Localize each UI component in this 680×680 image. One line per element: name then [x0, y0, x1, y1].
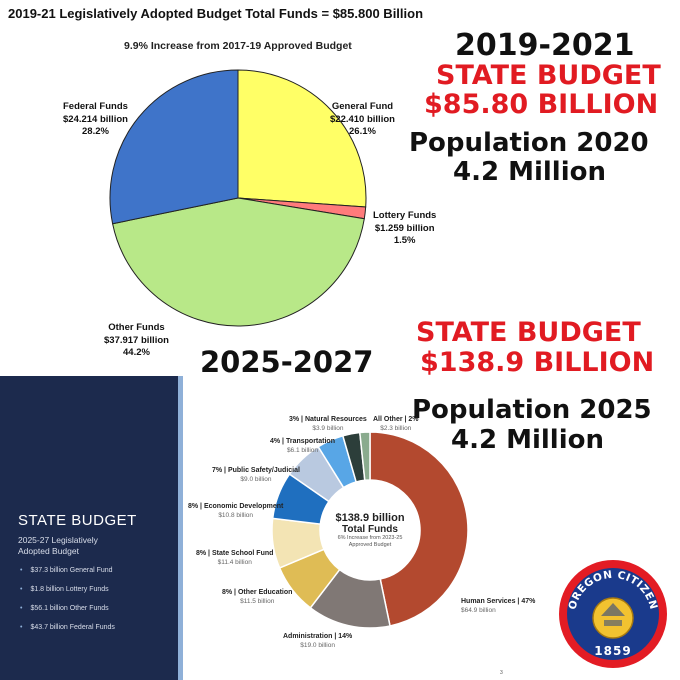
- logo-seal-mountain-icon: [601, 603, 625, 616]
- pie-label-federal-percent: 28.2%: [82, 126, 109, 137]
- donut-label-administration: Administration | 14% $19.0 billion: [283, 633, 353, 649]
- pie-slice-other-funds: [112, 197, 365, 327]
- logo-seal-icon: [592, 597, 634, 639]
- donut-chart-2025: [271, 431, 469, 629]
- donut-label-state-school-fund: 8% | State School Fund $11.4 billion: [196, 550, 274, 566]
- donut-label-transportation: 4% | Transportation $6.1 billion: [270, 438, 335, 454]
- donut-center: $138.9 billion Total Funds 6% Increase f…: [320, 512, 420, 549]
- slide-bullet-other-funds: • $56.1 billion Other Funds: [20, 605, 109, 612]
- headline-2025-population-value: 4.2 Million: [451, 425, 605, 455]
- pie-label-other-percent: 44.2%: [123, 347, 150, 358]
- pie-label-federal-funds: Federal Funds $24.214 billion 28.2%: [63, 101, 128, 139]
- headline-2019-amount: $85.80 BILLION: [424, 89, 659, 120]
- pie-label-federal-name: Federal Funds: [63, 101, 128, 112]
- logo-year: 1859: [594, 644, 631, 658]
- donut-center-label: Total Funds: [342, 524, 398, 535]
- slide-subtitle-line2: Adopted Budget: [18, 546, 79, 556]
- headline-2019-population-label: Population 2020: [409, 128, 649, 158]
- pie-label-federal-value: $24.214 billion: [63, 113, 128, 125]
- headline-2025-amount: $138.9 BILLION: [420, 347, 655, 378]
- slide-bullet-federal-funds: • $43.7 billion Federal Funds: [20, 624, 115, 631]
- donut-center-note-1: 6% Increase from 2023-25: [337, 535, 403, 541]
- headline-2019-budget-label: STATE BUDGET: [436, 60, 661, 91]
- slide-bullet-lottery-funds: • $1.8 billion Lottery Funds: [20, 586, 109, 593]
- pie-chart-2019: [109, 69, 367, 327]
- headline-2025-population-label: Population 2025: [412, 395, 652, 425]
- donut-label-human-services: Human Services | 47% $64.9 billion: [461, 598, 536, 614]
- pie-label-general-percent: 26.1%: [349, 126, 376, 137]
- pie-label-lottery-funds: Lottery Funds $1.259 billion 1.5%: [373, 210, 436, 248]
- donut-label-natural-resources: 3% | Natural Resources $3.9 billion: [289, 416, 367, 432]
- headline-2019-years: 2019-2021: [455, 28, 635, 63]
- pie-label-general-name: General Fund: [331, 101, 394, 112]
- donut-label-other-education: 8% | Other Education $11.5 billion: [222, 589, 293, 605]
- pie-label-other-funds: Other Funds $37.917 billion 44.2%: [104, 322, 169, 360]
- pie-label-other-value: $37.917 billion: [104, 334, 169, 346]
- donut-center-note-2: Approved Budget: [348, 542, 392, 548]
- page-number: 3: [500, 670, 503, 676]
- slide-bullet-general-fund: • $37.3 billion General Fund: [20, 567, 113, 574]
- donut-label-all-other: All Other | 2% $2.3 billion: [373, 416, 419, 432]
- donut-slice-human-services: [369, 431, 469, 627]
- pie-label-general-value: $22.410 billion: [330, 113, 395, 125]
- slide-subtitle: 2025-27 Legislatively Adopted Budget: [18, 535, 98, 557]
- logo-seal-shield-icon: [604, 620, 622, 626]
- donut-label-economic-development: 8% | Economic Development $10.8 billion: [188, 503, 284, 519]
- slide-sidebar-panel: [0, 376, 178, 680]
- headline-2025-budget-label: STATE BUDGET: [416, 317, 641, 348]
- headline-2019-population-value: 4.2 Million: [453, 157, 607, 187]
- pie-label-general-fund: General Fund $22.410 billion 26.1%: [330, 101, 395, 139]
- pie-slice-general-fund: [237, 69, 367, 208]
- pie-label-lottery-percent: 1.5%: [393, 235, 416, 246]
- pie-label-other-name: Other Funds: [108, 322, 165, 333]
- slide-sidebar-edge: [178, 376, 183, 680]
- slide-title: STATE BUDGET: [18, 512, 137, 529]
- pie-slice-federal-funds: [109, 69, 239, 225]
- oregon-citizen-logo: OREGON CITIZEN 1859: [559, 560, 667, 668]
- pie-chart-title: 2019-21 Legislatively Adopted Budget Tot…: [8, 6, 424, 21]
- headline-2025-years: 2025-2027: [200, 345, 374, 379]
- slide-subtitle-line1: 2025-27 Legislatively: [18, 535, 98, 545]
- pie-chart-subtitle: 9.9% Increase from 2017-19 Approved Budg…: [124, 40, 352, 52]
- donut-label-public-safety: 7% | Public Safety/Judicial $9.0 billion: [212, 467, 300, 483]
- donut-center-amount: $138.9 billion: [335, 512, 405, 524]
- pie-label-lottery-value: $1.259 billion: [374, 222, 435, 234]
- donut-slice-all-other: [358, 431, 371, 482]
- pie-label-lottery-name: Lottery Funds: [373, 210, 437, 221]
